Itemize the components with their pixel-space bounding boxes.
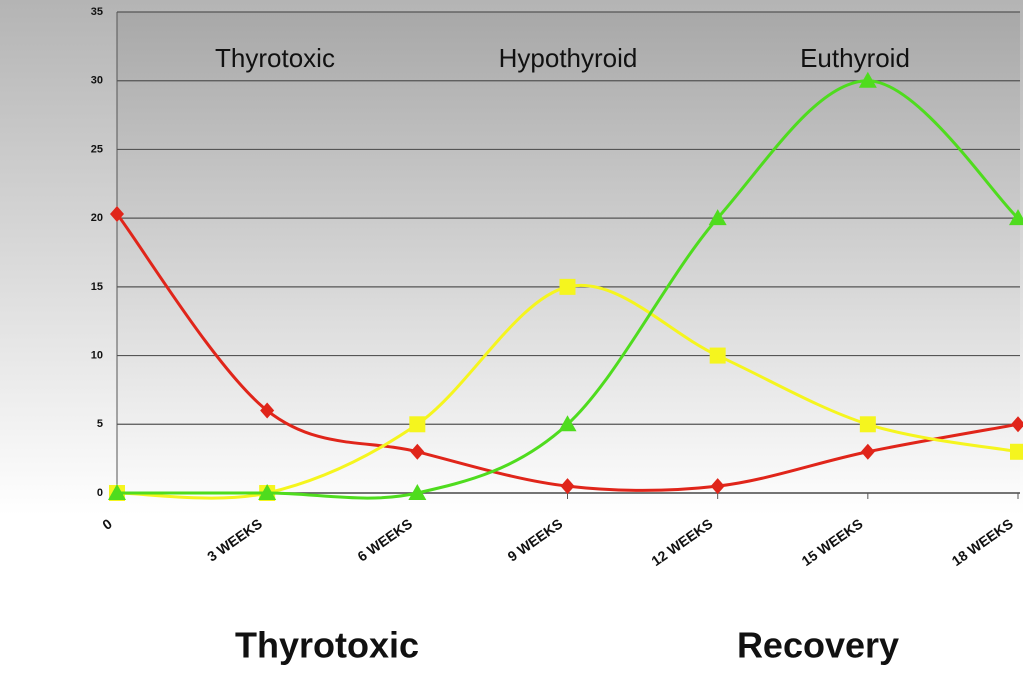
series-label: Thyrotoxic — [215, 43, 335, 73]
y-tick-label: 5 — [97, 418, 103, 430]
marker — [710, 478, 725, 495]
marker — [559, 278, 576, 295]
annotation: Thyrotoxic — [235, 625, 419, 666]
y-tick-label: 10 — [91, 349, 103, 361]
y-tick-label: 20 — [91, 212, 103, 224]
marker — [410, 443, 425, 460]
marker — [560, 478, 575, 495]
y-tick-label: 0 — [97, 487, 103, 499]
marker — [260, 402, 275, 419]
marker — [708, 209, 727, 226]
marker — [860, 443, 875, 460]
marker — [859, 416, 876, 433]
marker — [858, 71, 877, 88]
marker — [110, 206, 124, 223]
series-label: Euthyroid — [800, 43, 910, 73]
marker — [1010, 443, 1023, 460]
y-tick-label: 25 — [91, 143, 103, 155]
y-tick-label: 35 — [91, 6, 103, 18]
y-tick-label: 15 — [91, 281, 103, 293]
annotation: Recovery — [737, 625, 899, 666]
marker — [1011, 416, 1023, 433]
marker — [108, 484, 126, 500]
y-tick-label: 30 — [91, 75, 103, 87]
series-label: Hypothyroid — [499, 43, 638, 73]
marker — [558, 415, 577, 432]
marker — [1009, 209, 1023, 226]
marker — [409, 416, 426, 433]
marker — [709, 347, 726, 364]
marker — [408, 484, 427, 500]
marker — [258, 484, 277, 500]
